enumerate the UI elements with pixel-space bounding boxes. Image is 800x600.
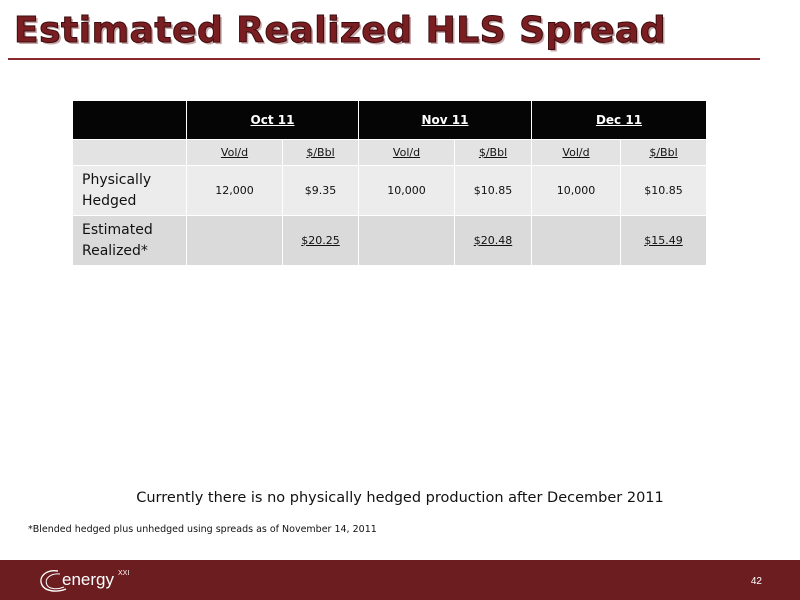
title-divider xyxy=(8,58,760,60)
subheader-cell: Vol/d xyxy=(186,139,283,166)
logo-wordmark: energy xyxy=(62,570,114,589)
logo-superscript: XXI xyxy=(118,570,130,577)
subheader-cell: Vol/d xyxy=(358,139,455,166)
table-cell: $20.25 xyxy=(282,215,359,266)
logo-swoosh-icon xyxy=(40,570,67,592)
footnote: *Blended hedged plus unhedged using spre… xyxy=(28,524,377,535)
table-cell: 12,000 xyxy=(186,165,283,216)
table-header-row: Oct 11 Nov 11 Dec 11 xyxy=(72,100,707,140)
header-corner-cell xyxy=(72,100,187,140)
hedge-spread-table: Oct 11 Nov 11 Dec 11 Vol/d $/Bbl Vol/d $… xyxy=(72,100,707,266)
table-cell: $9.35 xyxy=(282,165,359,216)
row-label: Physically Hedged xyxy=(72,165,187,216)
table-cell: $15.49 xyxy=(620,215,707,266)
subheader-cell: $/Bbl xyxy=(282,139,359,166)
row-label: Estimated Realized* xyxy=(72,215,187,266)
table-row: Estimated Realized* $20.25 $20.48 $15.49 xyxy=(72,215,707,266)
subheader-cell: Vol/d xyxy=(531,139,621,166)
table-row: Physically Hedged 12,000 $9.35 10,000 $10… xyxy=(72,165,707,216)
hedge-note: Currently there is no physically hedged … xyxy=(136,490,664,506)
subheader-cell: $/Bbl xyxy=(454,139,532,166)
slide-title: Estimated Realized HLS Spread xyxy=(13,10,667,52)
page-number: 42 xyxy=(750,576,762,587)
table-cell xyxy=(186,215,283,266)
subheader-cell: $/Bbl xyxy=(620,139,707,166)
table-cell: $20.48 xyxy=(454,215,532,266)
table-cell: 10,000 xyxy=(358,165,455,216)
month-header-oct: Oct 11 xyxy=(186,100,359,140)
footer-bar: energy XXI 42 xyxy=(0,560,800,600)
table-cell: 10,000 xyxy=(531,165,621,216)
subheader-empty-cell xyxy=(72,139,187,166)
month-header-nov: Nov 11 xyxy=(358,100,532,140)
table-cell: $10.85 xyxy=(620,165,707,216)
table-subheader-row: Vol/d $/Bbl Vol/d $/Bbl Vol/d $/Bbl xyxy=(72,139,707,166)
month-header-dec: Dec 11 xyxy=(531,100,707,140)
table-cell xyxy=(531,215,621,266)
table-cell: $10.85 xyxy=(454,165,532,216)
table-cell xyxy=(358,215,455,266)
